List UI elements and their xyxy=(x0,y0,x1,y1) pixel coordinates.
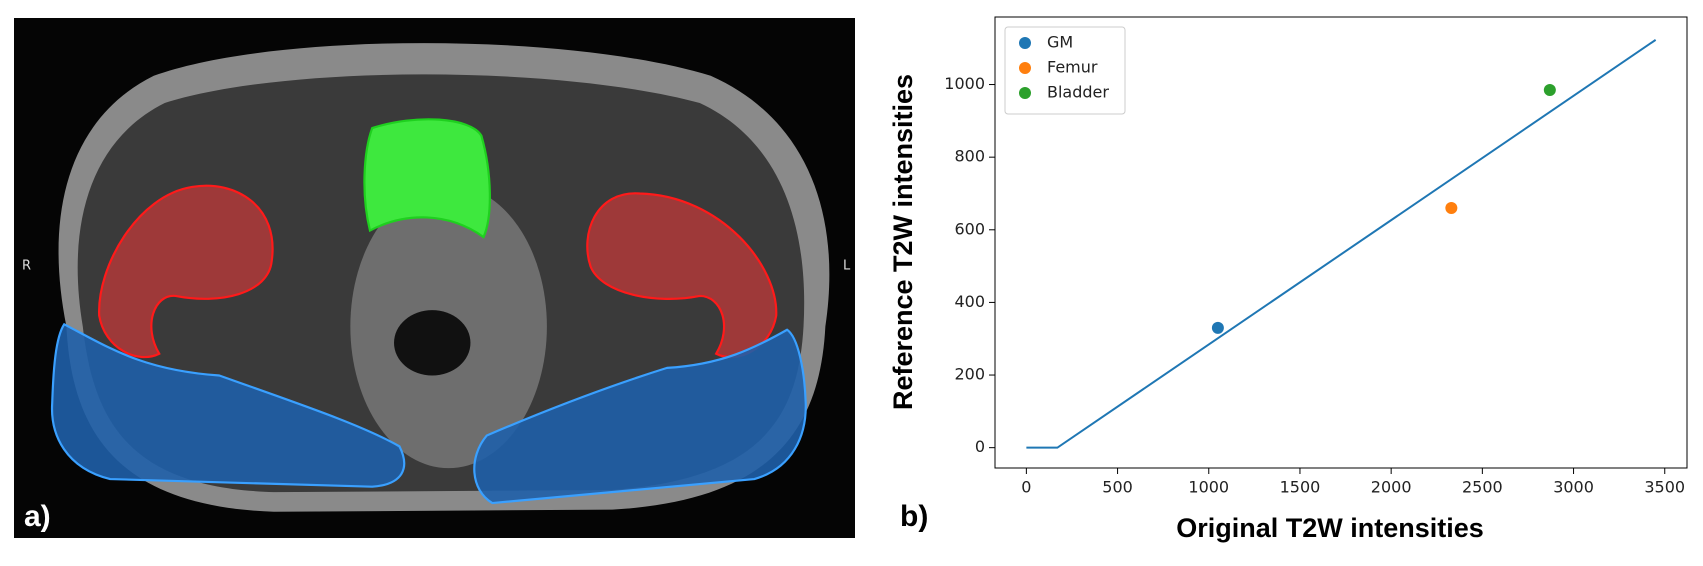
gluteus-segmentation xyxy=(473,328,807,505)
orientation-marker: L xyxy=(843,259,851,274)
femur-segmentation xyxy=(586,192,778,359)
y-tick-label: 200 xyxy=(954,365,985,384)
y-tick-label: 400 xyxy=(954,292,985,311)
y-tick-label: 0 xyxy=(975,437,985,456)
y-tick-label: 1000 xyxy=(944,74,985,93)
plot-frame xyxy=(994,16,1688,469)
y-tick-label: 800 xyxy=(954,147,985,166)
x-axis-label: Original T2W intensities xyxy=(1176,513,1484,543)
legend-label: Femur xyxy=(1047,58,1098,77)
x-tick-label: 2000 xyxy=(1371,478,1412,497)
orientation-marker: R xyxy=(22,259,31,274)
legend-marker xyxy=(1019,62,1031,74)
x-tick-label: 1500 xyxy=(1280,478,1321,497)
legend-box xyxy=(1004,26,1126,115)
x-tick-label: 1000 xyxy=(1188,478,1229,497)
scatter-point xyxy=(1211,321,1224,334)
mri-panel: R L a) xyxy=(14,18,855,538)
legend-marker xyxy=(1019,37,1031,49)
femur-segmentation xyxy=(98,184,274,359)
x-tick-label: 3500 xyxy=(1644,478,1685,497)
legend-label: GM xyxy=(1047,33,1073,52)
x-tick-label: 3000 xyxy=(1553,478,1594,497)
panel-label: a) xyxy=(24,500,51,533)
legend-label: Bladder xyxy=(1047,83,1109,102)
rectum xyxy=(394,310,471,376)
x-tick-label: 0 xyxy=(1021,478,1031,497)
scatter-point xyxy=(1543,83,1556,96)
scatter-point xyxy=(1445,202,1458,215)
panel-label: b) xyxy=(900,500,928,533)
y-axis-label: Reference T2W intensities xyxy=(888,74,918,410)
bladder-segmentation xyxy=(363,118,491,239)
legend-marker xyxy=(1019,87,1031,99)
gluteus-segmentation xyxy=(50,322,406,488)
x-tick-label: 2500 xyxy=(1462,478,1503,497)
x-tick-label: 500 xyxy=(1102,478,1133,497)
fit-line xyxy=(1026,39,1657,449)
y-tick-label: 600 xyxy=(954,219,985,238)
